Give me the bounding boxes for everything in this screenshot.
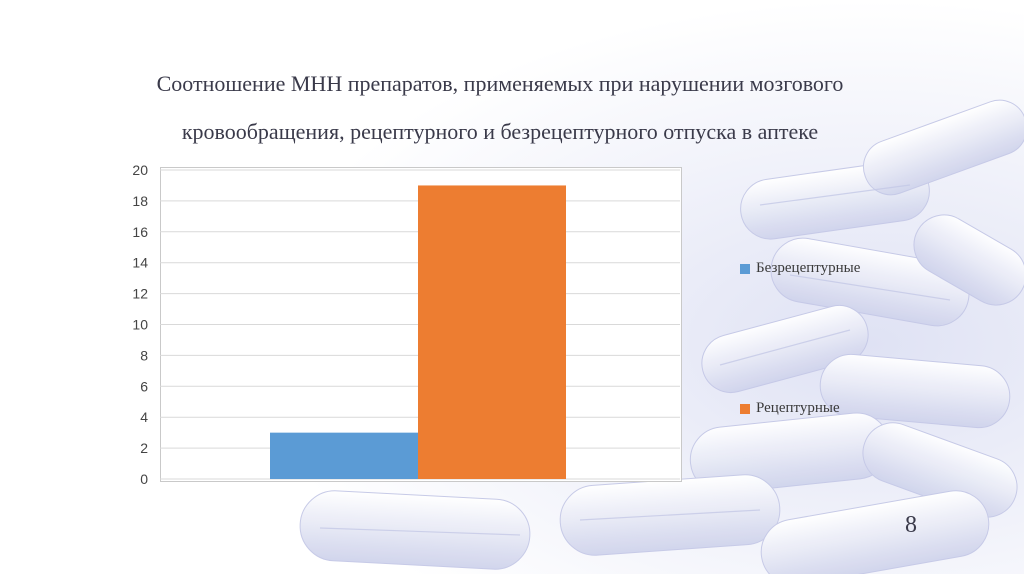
chart-legend: Безрецептурные Рецептурные [740, 260, 940, 430]
bar-otc [270, 432, 418, 479]
legend-item-otc: Безрецептурные [740, 260, 860, 277]
bar-rx [418, 185, 566, 479]
legend-label-otc: Безрецептурные [756, 260, 861, 276]
y-tick-label: 14 [132, 255, 148, 271]
title-line-1: Соотношение МНН препаратов, применяемых … [156, 71, 844, 96]
y-tick-label: 20 [132, 162, 148, 178]
y-tick-label: 18 [132, 193, 148, 209]
y-tick-label: 2 [140, 440, 148, 456]
legend-item-rx: Рецептурные [740, 400, 840, 417]
y-tick-label: 0 [140, 471, 148, 487]
y-tick-label: 10 [132, 317, 148, 333]
y-tick-label: 6 [140, 378, 148, 394]
y-tick-label: 8 [140, 347, 148, 363]
legend-swatch-otc [740, 263, 750, 274]
title-line-2: кровообращения, рецептурного и безрецепт… [181, 119, 819, 144]
legend-label-rx: Рецептурные [756, 400, 840, 416]
y-tick-label: 12 [132, 286, 148, 302]
legend-swatch-rx [740, 403, 750, 414]
page-number: 8 [905, 512, 917, 538]
slide-title: Соотношение МНН препаратов, применяемых … [0, 60, 1000, 156]
y-tick-label: 16 [132, 224, 148, 240]
y-tick-label: 4 [140, 409, 148, 425]
